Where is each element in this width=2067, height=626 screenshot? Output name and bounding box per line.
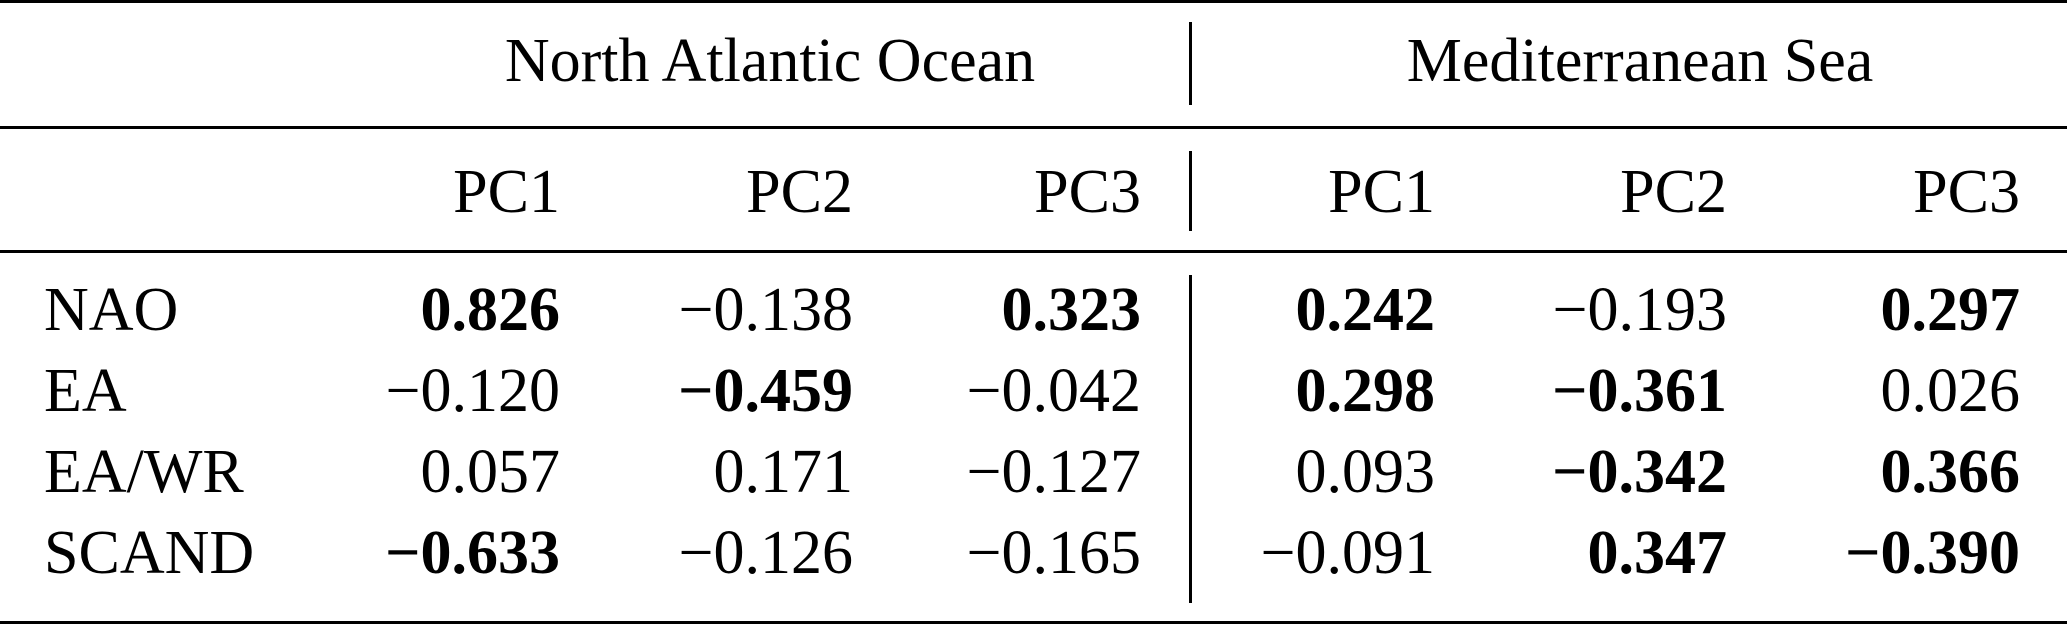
body-divider [1189,275,1192,603]
column-header-na-pc3: PC3 [1034,158,1141,226]
table-cell: 0.347 [1587,519,1728,587]
table-cell: 0.057 [420,438,561,506]
table-cell: 0.366 [1880,438,2021,506]
top-rule [0,0,2067,3]
row-label: NAO [44,276,179,344]
table-cell: 0.242 [1295,276,1436,344]
table-cell: −0.361 [1552,357,1727,425]
column-header-rule [0,250,2067,253]
table-cell: −0.193 [1552,276,1727,344]
table-cell: −0.633 [385,519,560,587]
table-cell: −0.091 [1260,519,1435,587]
table-cell: 0.093 [1295,438,1436,506]
group-header-mediterranean: Mediterranean Sea [1406,27,1874,95]
table-cell: −0.120 [385,357,560,425]
table-cell: 0.826 [420,276,561,344]
column-header-med-pc1: PC1 [1328,158,1435,226]
group-divider [1189,22,1192,105]
column-header-med-pc3: PC3 [1913,158,2020,226]
row-label: EA [44,357,127,425]
table-cell: −0.165 [966,519,1141,587]
column-header-divider [1189,151,1192,231]
column-header-na-pc1: PC1 [453,158,560,226]
column-header-na-pc2: PC2 [746,158,853,226]
table-cell: 0.323 [1001,276,1142,344]
table-cell: −0.126 [678,519,853,587]
table-cell: −0.042 [966,357,1141,425]
row-label: EA/WR [44,438,244,506]
table-cell: −0.127 [966,438,1141,506]
table-cell: −0.138 [678,276,853,344]
row-label: SCAND [44,519,255,587]
table-cell: −0.390 [1845,519,2020,587]
bottom-rule [0,621,2067,624]
table-cell: 0.297 [1880,276,2021,344]
group-header-rule [0,126,2067,129]
table-cell: 0.171 [713,438,854,506]
table-cell: −0.342 [1552,438,1727,506]
group-header-north-atlantic: North Atlantic Ocean [504,27,1036,95]
table-cell: 0.026 [1880,357,2021,425]
table-cell: 0.298 [1295,357,1436,425]
column-header-med-pc2: PC2 [1620,158,1727,226]
table-cell: −0.459 [678,357,853,425]
